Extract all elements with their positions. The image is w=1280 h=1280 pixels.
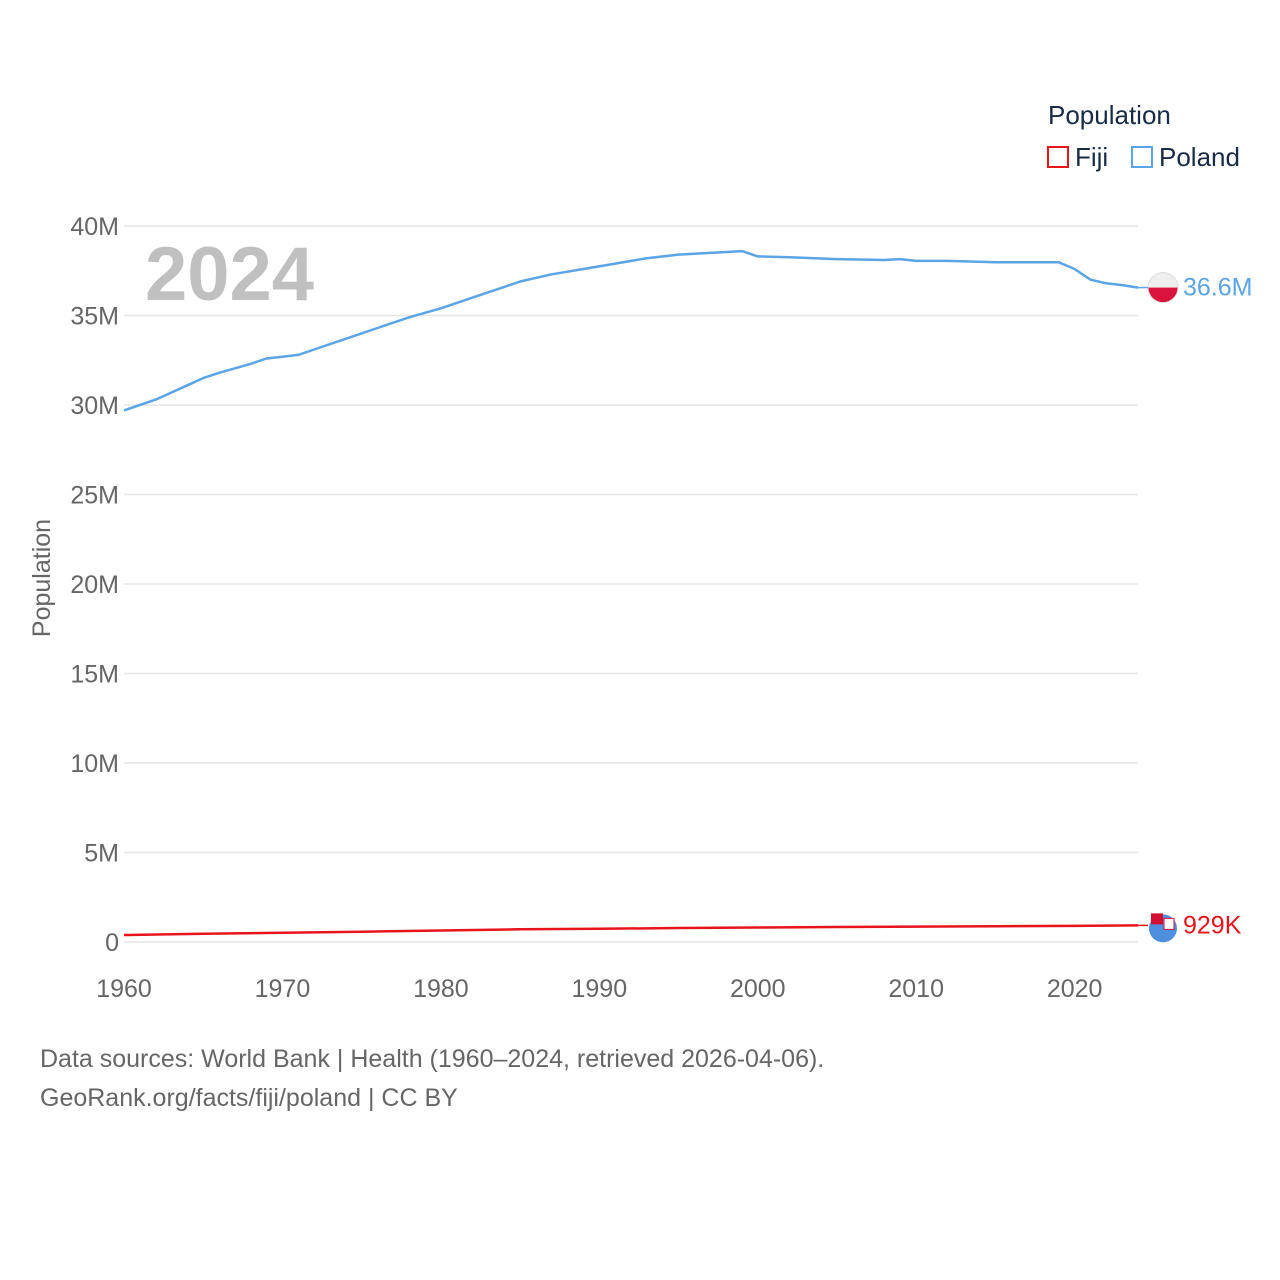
legend-item-fiji[interactable]: Fiji <box>1047 142 1108 172</box>
series-lines <box>123 249 1139 937</box>
series-line-poland <box>123 249 1139 412</box>
y-tick-label: 35M <box>70 303 119 331</box>
y-tick-label: 30M <box>70 392 119 420</box>
footer-sources: Data sources: World Bank | Health (1960–… <box>40 1045 825 1073</box>
x-tick-label: 2020 <box>1047 975 1103 1003</box>
flag-red-band <box>1148 287 1178 303</box>
flag-white-band <box>1148 272 1178 288</box>
y-tick-label: 40M <box>70 213 119 241</box>
legend-item-poland[interactable]: Poland <box>1131 142 1240 172</box>
series-line-fiji <box>123 924 1139 937</box>
x-tick-label: 1970 <box>255 975 311 1003</box>
end-value-label-poland: 36.6M <box>1183 274 1252 302</box>
series-end-markers: 929K 36.6M <box>1138 272 1252 943</box>
legend-swatch-poland <box>1131 146 1153 168</box>
x-tick-label: 2000 <box>730 975 786 1003</box>
legend-swatch-fiji <box>1047 146 1069 168</box>
y-tick-label: 15M <box>70 661 119 689</box>
y-tick-label: 10M <box>70 750 119 778</box>
flag-fiji-canton <box>1151 913 1163 925</box>
x-tick-label: 1980 <box>413 975 469 1003</box>
legend-label-poland: Poland <box>1159 141 1240 172</box>
flag-fiji-shield <box>1163 917 1175 930</box>
footer-attribution[interactable]: GeoRank.org/facts/fiji/poland | CC BY <box>40 1084 458 1112</box>
x-axis-ticks: 1960 1970 1980 1990 2000 2010 2020 <box>96 975 1102 1003</box>
grid-lines <box>124 225 1138 943</box>
y-tick-label: 25M <box>70 482 119 510</box>
x-tick-label: 2010 <box>888 975 944 1003</box>
x-tick-label: 1990 <box>572 975 628 1003</box>
y-axis-ticks: 0 5M 10M 15M 20M 25M 30M 35M 40M <box>70 213 119 957</box>
y-tick-label: 20M <box>70 571 119 599</box>
legend-label-fiji: Fiji <box>1075 141 1109 172</box>
end-value-label-fiji: 929K <box>1183 911 1242 939</box>
y-axis-label: Population <box>28 519 56 637</box>
legend-title: Population <box>1048 100 1171 130</box>
end-marker-poland: 36.6M <box>1138 272 1252 304</box>
y-tick-label: 0 <box>105 929 119 957</box>
end-marker-fiji: 929K <box>1138 911 1242 943</box>
y-tick-label: 5M <box>84 840 119 868</box>
year-label: 2024 <box>145 232 314 317</box>
x-tick-label: 1960 <box>96 975 152 1003</box>
